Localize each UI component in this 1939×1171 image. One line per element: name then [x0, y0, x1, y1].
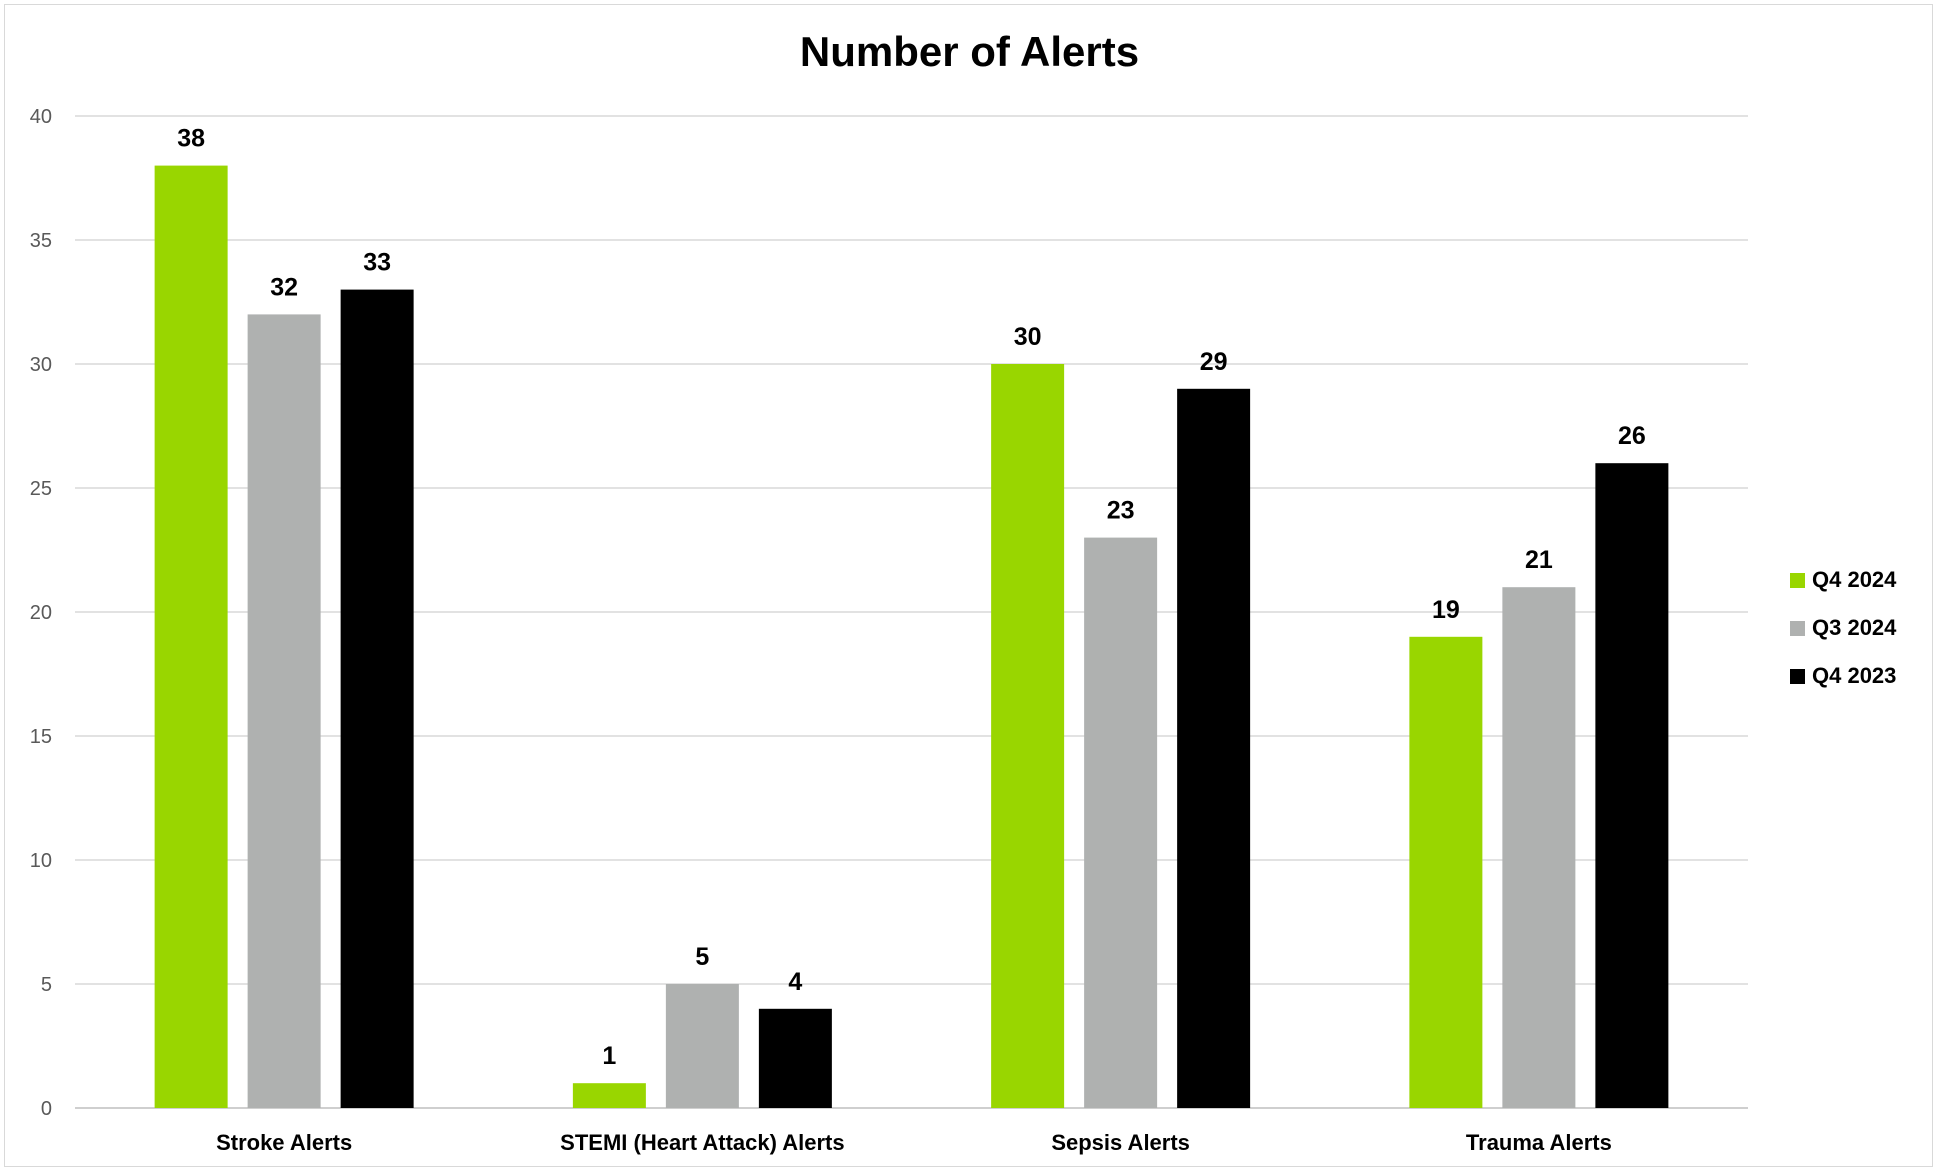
y-tick-label: 35 [30, 230, 52, 252]
data-label: 26 [1618, 422, 1646, 450]
y-tick-label: 20 [30, 602, 52, 624]
legend-label: Q4 2023 [1812, 663, 1897, 688]
bar [340, 289, 414, 1109]
x-tick-label: STEMI (Heart Attack) Alerts [560, 1130, 844, 1155]
bar [991, 364, 1065, 1108]
data-label: 38 [177, 125, 205, 153]
x-tick-label: Trauma Alerts [1466, 1130, 1612, 1155]
data-label: 32 [270, 273, 298, 301]
legend-item: Q4 2024 [1790, 567, 1897, 592]
y-tick-label: 5 [41, 974, 52, 996]
y-tick-label: 25 [30, 478, 52, 500]
x-tick-label: Stroke Alerts [216, 1130, 352, 1155]
data-label: 21 [1525, 546, 1553, 574]
y-tick-label: 10 [30, 850, 52, 872]
bar [1502, 587, 1576, 1108]
data-label: 29 [1200, 348, 1228, 376]
bar [572, 1083, 646, 1108]
legend-swatch [1790, 572, 1805, 588]
bar [154, 165, 228, 1109]
x-tick-label: Sepsis Alerts [1051, 1130, 1190, 1155]
chart-title: Number of Alerts [799, 28, 1140, 75]
data-label: 19 [1432, 596, 1460, 624]
bar [1595, 463, 1669, 1108]
y-tick-label: 0 [41, 1098, 52, 1120]
bar [665, 984, 739, 1108]
data-label: 1 [602, 1042, 616, 1070]
bar [1409, 636, 1483, 1108]
bar [247, 314, 321, 1108]
data-label: 30 [1014, 323, 1042, 351]
data-labels: 38 32 33 1 5 4 30 23 29 19 21 26 [177, 125, 1646, 1071]
bar [758, 1008, 832, 1108]
y-tick-label: 40 [30, 106, 52, 128]
y-axis: 0 5 10 15 20 25 30 35 40 [30, 106, 52, 1120]
x-axis: Stroke Alerts STEMI (Heart Attack) Alerts… [216, 1130, 1612, 1155]
data-label: 33 [363, 249, 391, 277]
data-label: 4 [788, 968, 802, 996]
legend-swatch [1790, 620, 1805, 636]
legend-swatch [1790, 668, 1805, 684]
data-label: 23 [1107, 497, 1135, 525]
y-tick-label: 30 [30, 354, 52, 376]
bar [1177, 388, 1251, 1108]
y-tick-label: 15 [30, 726, 52, 748]
bar [1084, 537, 1158, 1108]
bars [154, 165, 1669, 1109]
legend-item: Q3 2024 [1790, 615, 1897, 640]
gridlines [75, 115, 1748, 1109]
legend-label: Q4 2024 [1812, 567, 1897, 592]
data-label: 5 [695, 943, 709, 971]
legend-item: Q4 2023 [1790, 663, 1897, 688]
legend: Q4 2024 Q3 2024 Q4 2023 [1790, 567, 1897, 712]
legend-label: Q3 2024 [1812, 615, 1897, 640]
